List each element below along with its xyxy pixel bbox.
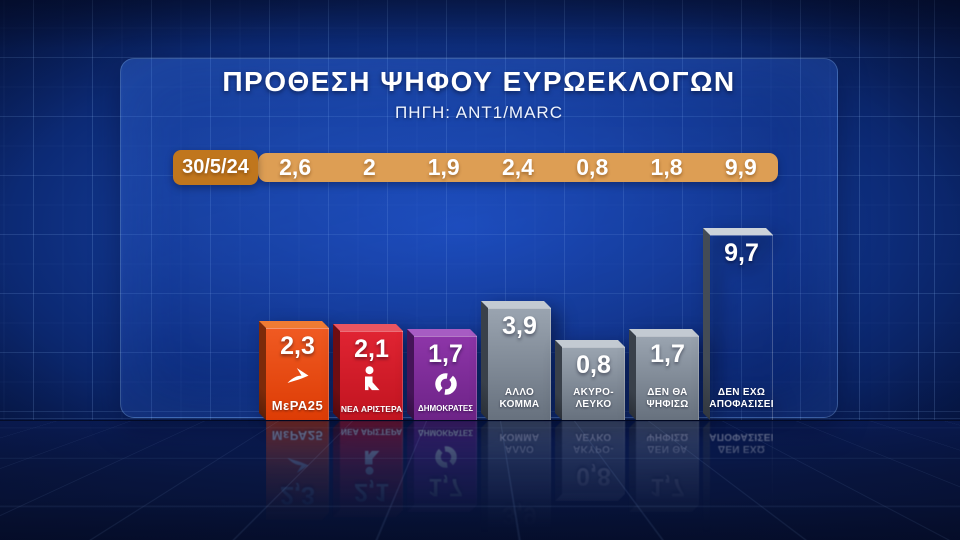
bar-side-face [259, 321, 266, 420]
bar-top-face [407, 329, 477, 336]
header: ΠΡΟΘΕΣΗ ΨΗΦΟΥ ΕΥΡΩΕΚΛΟΓΩΝ ΠΗΓΗ: ΑΝΤ1/MAR… [120, 66, 838, 123]
bar-value: 0,8 [576, 351, 611, 379]
bar-top-face [333, 324, 403, 331]
bar-front-face: 1,7 ΔΕΝ ΘΑ ΨΗΦΙΣΩ [636, 336, 699, 420]
bar-side-face [555, 340, 562, 420]
bar-label: ΝΕΑ ΑΡΙΣΤΕΡΑ [340, 404, 403, 414]
bar-column: 2,1 ΝΕΑ ΑΡΙΣΤΕΡΑ [333, 324, 403, 420]
nea-aristera-figure-icon [361, 366, 383, 396]
bar: 1,7 ΔΕΝ ΘΑ ΨΗΦΙΣΩ [629, 329, 699, 420]
floor [0, 420, 960, 540]
bar: 2,1 ΝΕΑ ΑΡΙΣΤΕΡΑ [333, 324, 403, 420]
bar-value: 9,7 [724, 239, 759, 267]
previous-value: 9,9 [724, 154, 757, 180]
source-label: ΠΗΓΗ: ΑΝΤ1/MARC [395, 103, 563, 122]
bar-label: ΑΚΥΡΟ- ΛΕΥΚΟ [573, 387, 614, 410]
previous-value: 2,6 [279, 154, 312, 180]
date-badge: 30/5/24 [173, 150, 258, 185]
bar-label: ΔΗΜΟΚΡΑΤΕΣ [417, 403, 474, 413]
bar-top-face [555, 340, 625, 347]
bar-front-face: 2,3 ΜεΡΑ25 [266, 328, 329, 420]
previous-values-row: 2,6 2 1,9 2,4 0,8 1,8 9,9 [258, 153, 778, 182]
bar-chart: 2,3 ΜεΡΑ25 2,1 ΝΕΑ ΑΡΙΣΤΕΡΑ 1,7 ΔΗΜΟΚΡΑΤΕΣ 3,9… [259, 228, 774, 420]
bar-front-face: 3,9 ΑΛΛΟ ΚΟΜΜΑ [488, 308, 551, 420]
bar-side-face [481, 301, 488, 420]
bar: 2,3 ΜεΡΑ25 [259, 321, 329, 420]
bar: 1,7 ΔΗΜΟΚΡΑΤΕΣ [407, 329, 477, 420]
bar-label: ΑΛΛΟ ΚΟΜΜΑ [499, 387, 540, 410]
bar-value: 2,1 [354, 335, 389, 363]
previous-value: 1,9 [427, 154, 460, 180]
bar-column: 1,7 ΔΕΝ ΘΑ ΨΗΦΙΣΩ [629, 329, 699, 420]
bar-front-face: 1,7 ΔΗΜΟΚΡΑΤΕΣ [414, 336, 477, 420]
bar-column: 2,3 ΜεΡΑ25 [259, 321, 329, 420]
previous-value: 1,8 [650, 154, 683, 180]
bar: 3,9 ΑΛΛΟ ΚΟΜΜΑ [481, 301, 551, 420]
bar-front-face: 2,1 ΝΕΑ ΑΡΙΣΤΕΡΑ [340, 331, 403, 420]
bar: 0,8 ΑΚΥΡΟ- ΛΕΥΚΟ [555, 340, 625, 420]
bar-label: ΜεΡΑ25 [271, 397, 324, 413]
bar-column: 3,9 ΑΛΛΟ ΚΟΜΜΑ [481, 301, 551, 420]
previous-value: 2 [363, 154, 376, 180]
bar-side-face [407, 329, 414, 420]
bar-value: 1,7 [428, 340, 463, 368]
bar-top-face [629, 329, 699, 336]
bar-value: 2,3 [280, 332, 315, 360]
floor-perspective-grid [0, 420, 960, 421]
bar-label: ΔΕΝ ΕΧΩ ΑΠΟΦΑΣΙΣΕΙ [709, 387, 774, 410]
bar-side-face [333, 324, 340, 420]
bar-top-face [481, 301, 551, 308]
mera25-bird-icon [286, 365, 310, 387]
bar-value: 1,7 [650, 340, 685, 368]
previous-value: 2,4 [501, 154, 534, 180]
bar-column: 0,8 ΑΚΥΡΟ- ΛΕΥΚΟ [555, 340, 625, 420]
previous-results-strip: 2,6 2 1,9 2,4 0,8 1,8 9,9 30/5/24 [173, 150, 778, 185]
bar-column: 1,7 ΔΗΜΟΚΡΑΤΕΣ [407, 329, 477, 420]
bar-top-face [703, 228, 773, 235]
bar-top-face [259, 321, 329, 328]
dimokrates-ring-icon [433, 371, 459, 397]
bar-side-face [629, 329, 636, 420]
bar-label: ΔΕΝ ΘΑ ΨΗΦΙΣΩ [646, 387, 689, 410]
previous-value: 0,8 [576, 154, 609, 180]
bar-front-face: 0,8 ΑΚΥΡΟ- ΛΕΥΚΟ [562, 347, 625, 420]
bar-value: 3,9 [502, 312, 537, 340]
page-title: ΠΡΟΘΕΣΗ ΨΗΦΟΥ ΕΥΡΩΕΚΛΟΓΩΝ [222, 66, 736, 97]
